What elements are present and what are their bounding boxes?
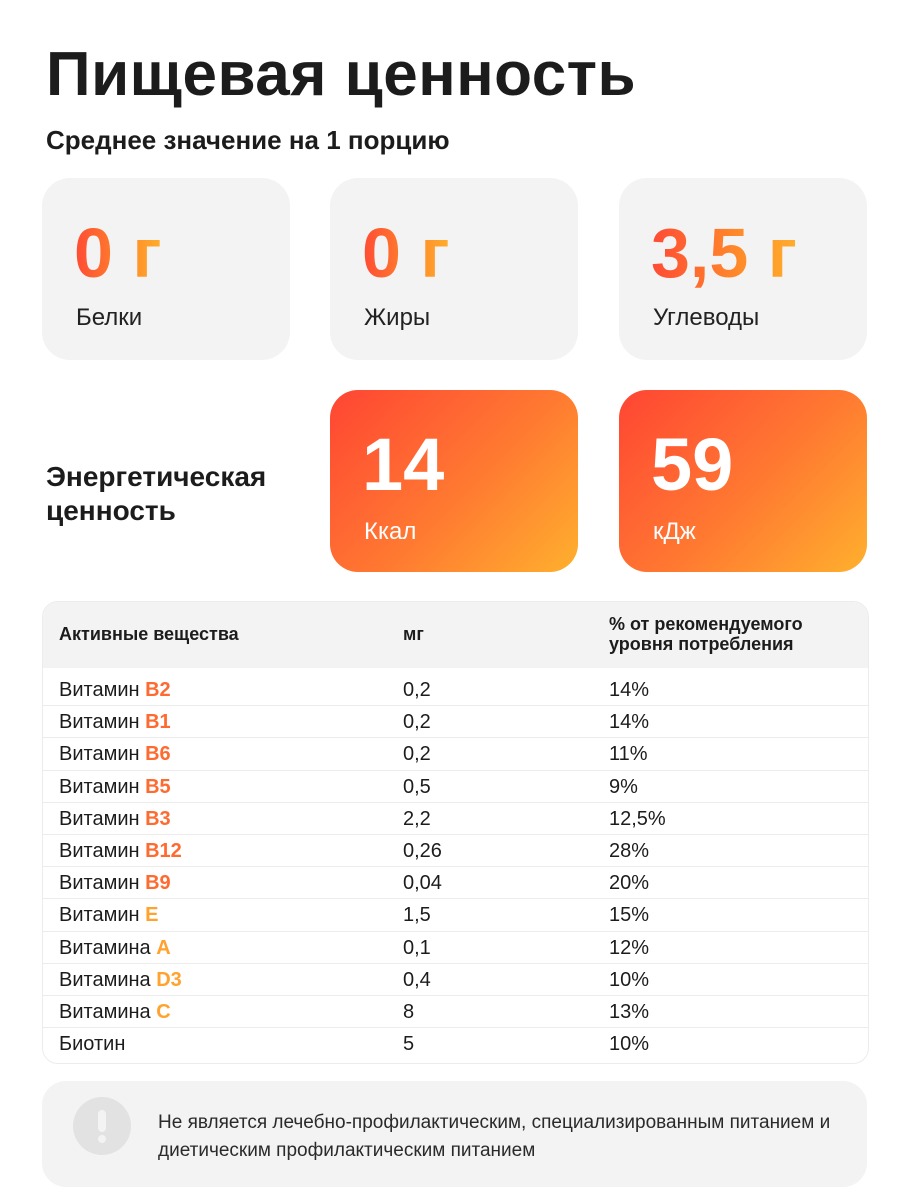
table-row: Витамина C 8 13% (43, 996, 868, 1029)
percent-cell: 10% (609, 1033, 650, 1056)
carbs-value: 3,5 г (651, 214, 797, 292)
disclaimer-text: Не является лечебно-профилактическим, сп… (158, 1112, 831, 1161)
percent-cell: 13% (609, 1000, 650, 1023)
macro-card-carbs: 3,5 г Углеводы (619, 178, 867, 360)
mg-cell: 1,5 (403, 904, 431, 927)
mg-cell: 0,2 (403, 743, 431, 766)
substance-cell: Витамина C (59, 996, 171, 1028)
table-row: Витамин B3 2,2 12,5% (43, 803, 868, 835)
mg-cell: 0,04 (403, 872, 442, 895)
percent-cell: 9% (609, 775, 638, 798)
macro-card-protein: 0 г Белки (42, 178, 290, 360)
substance-cell: Витамина D3 (59, 964, 182, 996)
mg-cell: 2,2 (403, 807, 431, 830)
percent-cell: 12,5% (609, 807, 666, 830)
substance-name: Витамин (59, 775, 140, 798)
vitamin-code: B9 (145, 872, 171, 895)
kcal-unit: Ккал (364, 518, 417, 545)
table-row: Витамин B6 0,2 11% (43, 738, 868, 771)
vitamin-code: E (145, 904, 159, 927)
vitamin-code: A (156, 936, 171, 959)
substance-name: Витамина (59, 1000, 151, 1023)
mg-cell: 0,5 (403, 775, 431, 798)
vitamin-code: B12 (145, 839, 182, 862)
energy-card-kcal: 14 Ккал (330, 390, 578, 572)
header-percent: % от рекомендуемого уровня потребления (609, 614, 803, 654)
vitamin-code: B5 (145, 775, 171, 798)
substance-cell: Витамин B3 (59, 803, 171, 835)
percent-cell: 14% (609, 679, 650, 701)
exclamation-icon (73, 1097, 131, 1155)
mg-cell: 0,2 (403, 679, 431, 701)
substance-cell: Витамин B6 (59, 738, 171, 770)
vitamin-code: B3 (145, 807, 171, 830)
disclaimer-note: Не является лечебно-профилактическим, сп… (42, 1081, 867, 1187)
percent-cell: 20% (609, 872, 650, 895)
percent-cell: 15% (609, 904, 650, 927)
table-row: Витамина A 0,1 12% (43, 932, 868, 964)
protein-value: 0 г (74, 214, 162, 292)
table-row: Витамина D3 0,4 10% (43, 964, 868, 996)
table-row: Биотин 5 10% (43, 1028, 868, 1060)
substance-name: Витамина (59, 968, 151, 991)
mg-cell: 0,1 (403, 936, 431, 959)
carbs-label: Углеводы (653, 304, 760, 331)
mg-cell: 0,4 (403, 968, 431, 991)
mg-cell: 0,26 (403, 839, 442, 862)
kj-unit: кДж (653, 518, 696, 545)
substance-name: Витамин (59, 679, 140, 701)
substance-cell: Витамин B2 (59, 674, 171, 706)
substance-cell: Витамин B9 (59, 867, 171, 899)
header-substances: Активные вещества (59, 624, 239, 644)
macro-card-fat: 0 г Жиры (330, 178, 578, 360)
substance-name: Витамин (59, 904, 140, 927)
substance-cell: Витамин B5 (59, 771, 171, 803)
vitamin-code: B1 (145, 711, 171, 734)
percent-cell: 10% (609, 968, 650, 991)
substance-name: Витамин (59, 807, 140, 830)
percent-cell: 28% (609, 839, 650, 862)
substance-name: Витамин (59, 872, 140, 895)
table-row: Витамин B5 0,5 9% (43, 771, 868, 803)
mg-cell: 8 (403, 1000, 415, 1023)
kj-value: 59 (651, 423, 734, 506)
vitamin-code: D3 (156, 968, 182, 991)
protein-label: Белки (76, 304, 143, 331)
table-row: Витамин E 1,5 15% (43, 899, 868, 932)
fat-label: Жиры (364, 304, 431, 331)
substance-cell: Витамин B12 (59, 835, 182, 867)
table-row: Витамин B12 0,26 28% (43, 835, 868, 868)
substance-cell: Витамина A (59, 932, 171, 964)
table-row: Витамин B9 0,04 20% (43, 867, 868, 900)
mg-cell: 5 (403, 1033, 415, 1056)
percent-cell: 11% (609, 743, 648, 766)
percent-cell: 12% (609, 936, 650, 959)
vitamin-code: B2 (145, 679, 171, 701)
page-title: Пищевая ценность (46, 40, 637, 109)
energy-card-kj: 59 кДж (619, 390, 867, 572)
nutrients-table: Активные вещества мг % от рекомендуемого… (42, 601, 869, 1064)
vitamin-code: B6 (145, 743, 171, 766)
substance-name: Биотин (59, 1033, 126, 1056)
substance-cell: Биотин (59, 1028, 125, 1060)
substance-cell: Витамин B1 (59, 706, 171, 738)
page-subtitle: Среднее значение на 1 порцию (46, 125, 450, 155)
table-row: Витамин B2 0,2 14% (43, 674, 868, 707)
substance-name: Витамин (59, 839, 140, 862)
kcal-value: 14 (362, 423, 445, 506)
header-mg: мг (403, 624, 424, 644)
table-header: Активные вещества мг % от рекомендуемого… (43, 602, 868, 668)
table-row: Витамин B1 0,2 14% (43, 706, 868, 739)
mg-cell: 0,2 (403, 711, 431, 734)
vitamin-code: C (156, 1000, 171, 1023)
substance-cell: Витамин E (59, 899, 158, 931)
substance-name: Витамин (59, 711, 140, 734)
substance-name: Витамин (59, 743, 140, 766)
energy-label: Энергетическая ценность (46, 461, 267, 526)
fat-value: 0 г (362, 214, 450, 292)
table-body: Витамин B2 0,2 14% Витамин B1 0,2 14% Витамин … (43, 668, 868, 1060)
substance-name: Витамина (59, 936, 151, 959)
percent-cell: 14% (609, 711, 650, 734)
